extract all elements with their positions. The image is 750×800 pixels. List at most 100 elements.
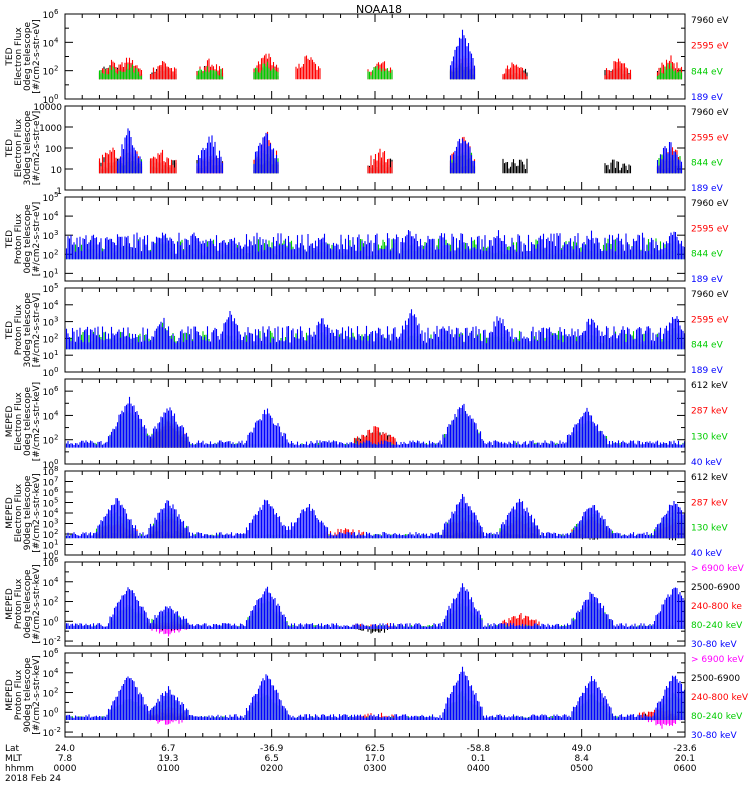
y-tick-exponent: 4 — [54, 36, 59, 44]
y-axis-label-line: Proton Flux — [14, 213, 24, 264]
y-tick-exponent: 5 — [54, 282, 58, 290]
legend-entry: 844 eV — [691, 341, 724, 351]
y-tick-label: 10 — [43, 302, 55, 312]
x-row-value: 0400 — [467, 764, 490, 774]
x-row-value: -58.8 — [467, 744, 491, 754]
y-tick-exponent: -2 — [54, 726, 61, 734]
legend-entry: 7960 eV — [691, 199, 729, 209]
y-axis-label-line: Proton Flux — [14, 669, 24, 720]
x-row-value: 24.0 — [55, 744, 75, 754]
y-tick-exponent: 3 — [54, 229, 58, 237]
panel-traces — [65, 583, 685, 637]
series-trace-30-80-kev — [65, 583, 685, 629]
y-axis-label-line: [#/cm2-s-str-keV] — [32, 473, 42, 552]
y-tick-exponent: 3 — [54, 316, 58, 324]
x-row-value: -23.6 — [673, 744, 697, 754]
y-tick-exponent: 2 — [54, 528, 58, 536]
y-axis-label-line: [#/cm2-s-str-keV] — [32, 382, 42, 461]
y-tick-label: 10 — [43, 213, 55, 223]
legend-entry: 30-80 keV — [691, 640, 737, 650]
legend-entry: 2595 eV — [691, 224, 729, 234]
y-tick-exponent: 1 — [54, 539, 58, 547]
y-tick-exponent: 3 — [54, 518, 58, 526]
y-tick-exponent: 1 — [54, 267, 58, 275]
panel-frame — [64, 13, 686, 100]
legend-entry: 80-240 keV — [691, 712, 743, 722]
y-tick-exponent: 0 — [54, 706, 58, 714]
series-trace--6900-kev — [148, 715, 685, 729]
series-trace-189-ev — [65, 309, 685, 350]
panel-frame — [64, 378, 686, 465]
y-tick-exponent: 6 — [54, 647, 59, 655]
y-axis-label-line: Proton Flux — [14, 304, 24, 355]
series-trace-189-ev — [449, 29, 476, 80]
y-axis-label-line: [#/cm2-s-str-keV] — [32, 655, 42, 734]
x-row-value: 0300 — [364, 764, 387, 774]
y-tick-exponent: 0 — [54, 366, 58, 374]
y-tick-label: 10 — [43, 650, 55, 660]
y-tick-label: 10 — [43, 638, 55, 648]
y-tick-label: 10000 — [33, 103, 62, 113]
legend-entry: 80-240 keV — [691, 621, 743, 631]
y-tick-label: 10 — [51, 166, 63, 176]
legend-entry: 7960 eV — [691, 290, 729, 300]
y-tick-exponent: 6 — [54, 385, 59, 393]
y-tick-exponent: 2 — [54, 687, 58, 695]
y-tick-label: 10 — [43, 319, 55, 329]
y-axis-label-line: TED — [5, 321, 15, 340]
series-trace-189-ev — [116, 128, 683, 174]
legend-entry: > 6900 keV — [691, 655, 745, 665]
y-axis-label-line: 0deg telescope — [23, 569, 33, 639]
y-tick-exponent: 6 — [54, 8, 59, 16]
y-tick-label: 10 — [43, 729, 55, 739]
legend-entry: 189 eV — [691, 93, 724, 103]
legend-entry: 844 eV — [691, 159, 724, 169]
legend-entry: 2595 eV — [691, 133, 729, 143]
y-axis-label-line: 90deg telescope — [23, 475, 33, 550]
y-axis-label-line: 0deg telescope — [23, 22, 33, 92]
y-axis-label-line: 30deg telescope — [23, 110, 33, 185]
panel-frame — [64, 561, 686, 647]
y-tick-exponent: 5 — [54, 497, 58, 505]
x-row-label: Lat — [5, 744, 20, 754]
y-tick-label: 10 — [43, 251, 55, 261]
y-tick-label: 10 — [43, 352, 55, 362]
legend-entry: 189 eV — [691, 366, 724, 376]
x-row-value: 0000 — [54, 764, 77, 774]
y-tick-label: 100 — [45, 145, 62, 155]
y-tick-label: 10 — [43, 559, 55, 569]
y-tick-label: 10 — [43, 542, 55, 552]
legend-entry: 612 keV — [691, 381, 728, 391]
y-axis-label-line: [#/cm2-s-str-eV] — [32, 19, 42, 94]
legend-entry: 7960 eV — [691, 16, 729, 26]
y-tick-exponent: 8 — [54, 465, 58, 473]
series-trace-40-kev — [65, 494, 685, 539]
y-tick-label: 10 — [43, 388, 55, 398]
legend-entry: 612 keV — [691, 473, 728, 483]
y-tick-exponent: 6 — [54, 486, 59, 494]
y-tick-exponent: 2 — [54, 596, 58, 604]
legend-entry: 130 keV — [691, 432, 728, 442]
y-axis-label-line: 30deg telescope — [23, 292, 33, 367]
y-tick-label: 10 — [43, 479, 55, 489]
y-tick-label: 10 — [43, 335, 55, 345]
y-axis-label-line: 90deg telescope — [23, 657, 33, 732]
x-row-value: 62.5 — [365, 744, 385, 754]
legend-entry: 240-800 keV — [691, 693, 749, 703]
y-tick-label: 10 — [43, 194, 55, 204]
x-row-value: 0200 — [260, 764, 283, 774]
y-tick-label: 10 — [43, 39, 55, 49]
panel-frame — [64, 287, 686, 373]
y-axis-label-line: MEPED — [5, 497, 15, 529]
x-row-value: 17.0 — [365, 754, 385, 764]
y-tick-label: 10 — [43, 270, 55, 280]
y-tick-exponent: 0 — [54, 93, 58, 101]
y-axis-label-line: Electron Flux — [14, 483, 24, 542]
legend-entry: 7960 eV — [691, 108, 729, 118]
y-axis-label-line: MEPED — [5, 588, 15, 620]
